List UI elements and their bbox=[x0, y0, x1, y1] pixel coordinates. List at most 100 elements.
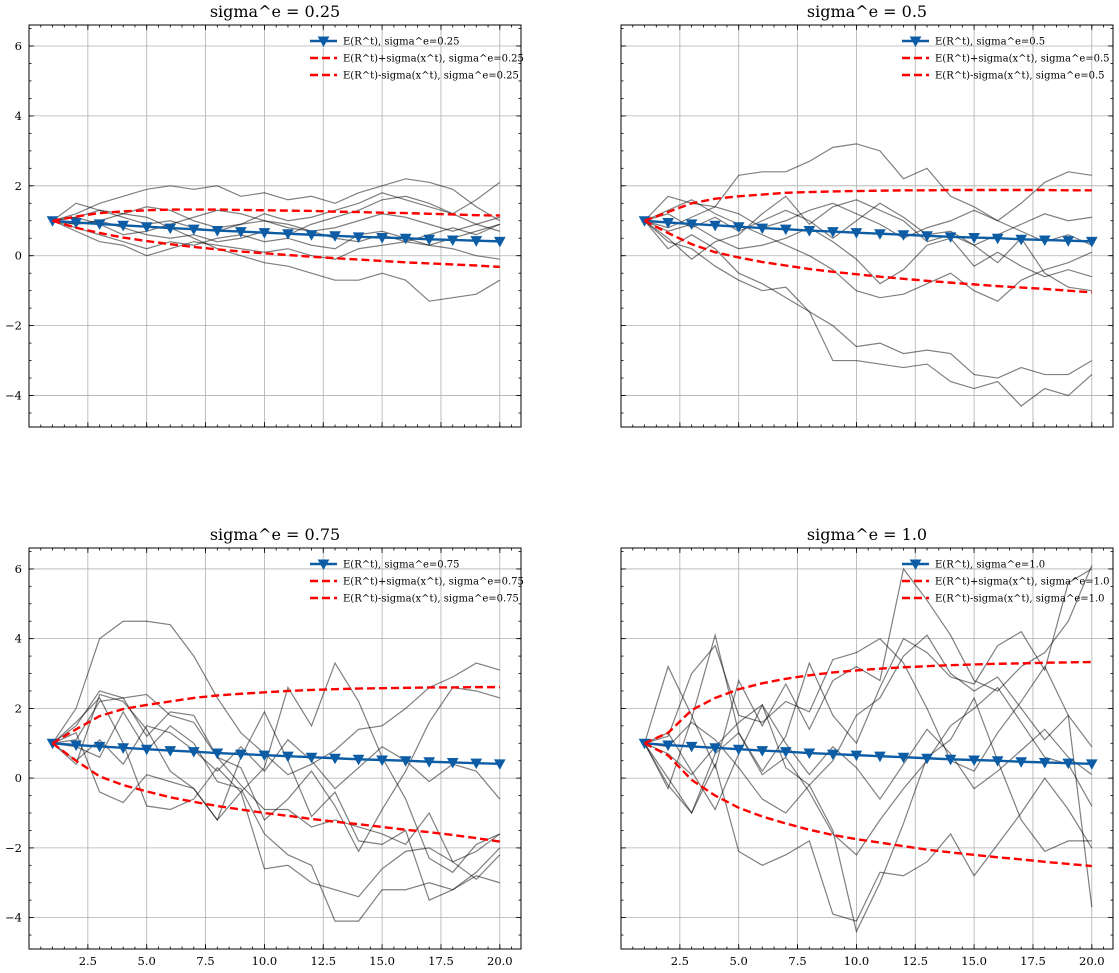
legend-item: E(R^t), sigma^e=0.75 bbox=[310, 559, 460, 571]
legend-label: E(R^t)+sigma(x^t), sigma^e=0.5 bbox=[935, 54, 1110, 65]
sample-path-8 bbox=[644, 202, 1093, 246]
legend-label: E(R^t), sigma^e=0.5 bbox=[935, 37, 1045, 48]
mean-marker bbox=[709, 743, 722, 754]
legend-label: E(R^t)+sigma(x^t), sigma^e=0.25 bbox=[343, 54, 524, 65]
x-tick-label: 17.5 bbox=[428, 954, 454, 968]
mean-marker bbox=[70, 218, 82, 229]
series-lower-line bbox=[51, 742, 500, 843]
mean-marker bbox=[1085, 759, 1098, 770]
sample-path-2 bbox=[644, 568, 1093, 791]
panel-title: sigma^e = 0.75 bbox=[210, 525, 340, 544]
mean-marker bbox=[1085, 236, 1098, 248]
x-tick-label: 15.0 bbox=[961, 954, 987, 968]
series-lower-line bbox=[643, 742, 1092, 868]
legend-item: E(R^t)-sigma(x^t), sigma^e=0.75 bbox=[310, 594, 519, 605]
mean-marker bbox=[70, 740, 82, 752]
mean-marker bbox=[446, 235, 459, 247]
series-mean-line bbox=[644, 219, 1092, 243]
mean-marker bbox=[850, 750, 863, 762]
legend-item: E(R^t)-sigma(x^t), sigma^e=1.0 bbox=[902, 594, 1105, 605]
y-tick-label: 6 bbox=[15, 562, 22, 576]
mean-marker bbox=[211, 748, 224, 760]
legend-item: E(R^t)+sigma(x^t), sigma^e=1.0 bbox=[902, 577, 1110, 588]
mean-marker bbox=[423, 234, 436, 246]
sample-path-6 bbox=[644, 220, 1092, 285]
grid bbox=[621, 25, 1113, 427]
sample-path-6 bbox=[644, 634, 1093, 814]
sample-path-3 bbox=[644, 220, 1093, 407]
sample-path-5 bbox=[644, 202, 1092, 246]
mean-marker bbox=[305, 752, 318, 764]
plot-area bbox=[638, 143, 1098, 407]
mean-marker bbox=[399, 756, 412, 767]
series-mean-line bbox=[644, 742, 1092, 766]
y-tick-label: −2 bbox=[5, 841, 22, 855]
sample-path-2 bbox=[52, 686, 500, 853]
legend-item: E(R^t), sigma^e=0.25 bbox=[310, 36, 460, 48]
mean-marker bbox=[235, 227, 247, 238]
mean-marker bbox=[662, 218, 674, 229]
sample-path-3 bbox=[52, 661, 501, 874]
mean-marker bbox=[827, 749, 839, 761]
mean-marker bbox=[944, 754, 957, 766]
series-mean-line bbox=[52, 742, 500, 766]
mean-marker bbox=[117, 743, 130, 754]
mean-marker bbox=[329, 753, 341, 765]
mean-marker bbox=[944, 232, 957, 243]
series-upper-line bbox=[52, 208, 500, 222]
mean-marker bbox=[352, 232, 365, 243]
chart-panel-1: −4 −2 0 2 4 6 sigma^e = 0.25 E(R^t), sigma^e=0.… bbox=[5, 2, 524, 428]
sample-path-4 bbox=[644, 742, 1093, 922]
mean-marker bbox=[991, 233, 1004, 245]
sample-path-1 bbox=[644, 143, 1092, 222]
sample-path-6 bbox=[52, 710, 501, 922]
sample-path-5 bbox=[644, 696, 1092, 934]
series-upper-line bbox=[51, 685, 500, 745]
legend-item: E(R^t)+sigma(x^t), sigma^e=0.5 bbox=[902, 54, 1110, 65]
mean-marker bbox=[897, 752, 910, 764]
legend-marker bbox=[909, 36, 922, 48]
ticks bbox=[29, 548, 521, 949]
mean-marker bbox=[921, 753, 933, 765]
chart-panel-4: 2.5 5.0 7.5 10.0 12.5 15.0 17.5 20.0 sigma^e = 1… bbox=[620, 525, 1114, 968]
plot-area bbox=[638, 565, 1098, 934]
mean-marker bbox=[164, 746, 177, 757]
mean-marker bbox=[1038, 235, 1051, 247]
mean-marker bbox=[756, 746, 769, 757]
y-tick-label: 2 bbox=[15, 179, 22, 193]
y-tick-label: −4 bbox=[5, 911, 22, 925]
x-tick-label: 20.0 bbox=[487, 954, 513, 968]
mean-marker bbox=[211, 226, 224, 237]
mean-marker bbox=[732, 222, 745, 233]
mean-marker bbox=[470, 236, 483, 247]
x-tick-label: 5.0 bbox=[138, 954, 156, 968]
ticks bbox=[621, 25, 1113, 427]
x-tick-label: 15.0 bbox=[369, 954, 395, 968]
mean-marker bbox=[93, 741, 106, 753]
panel-title: sigma^e = 0.25 bbox=[210, 2, 340, 21]
mean-marker bbox=[968, 755, 980, 767]
mean-marker bbox=[779, 224, 792, 236]
y-tick-label: −4 bbox=[5, 389, 22, 403]
mean-marker bbox=[187, 747, 200, 758]
mean-marker bbox=[329, 231, 341, 242]
x-tick-label: 10.0 bbox=[844, 954, 870, 968]
series-lower-line bbox=[643, 219, 1092, 294]
mean-marker bbox=[352, 754, 365, 766]
mean-marker bbox=[235, 749, 247, 761]
mean-marker bbox=[803, 748, 816, 760]
x-tick-label: 7.5 bbox=[788, 954, 806, 968]
chart-panel-2: sigma^e = 0.5 E(R^t), sigma^e=0.5 E(R^t)+s… bbox=[620, 2, 1114, 428]
x-tick-label: 5.0 bbox=[730, 954, 748, 968]
series-lower-line bbox=[52, 219, 500, 269]
mean-marker bbox=[493, 759, 506, 770]
mean-marker bbox=[827, 227, 839, 238]
legend-label: E(R^t)-sigma(x^t), sigma^e=0.25 bbox=[343, 71, 519, 82]
legend: E(R^t), sigma^e=0.5 E(R^t)+sigma(x^t), si… bbox=[902, 36, 1110, 82]
legend-label: E(R^t), sigma^e=0.25 bbox=[343, 37, 460, 48]
mean-marker bbox=[140, 222, 153, 233]
sample-path-7 bbox=[52, 696, 501, 898]
mean-marker bbox=[756, 223, 769, 235]
legend-marker bbox=[317, 36, 330, 48]
